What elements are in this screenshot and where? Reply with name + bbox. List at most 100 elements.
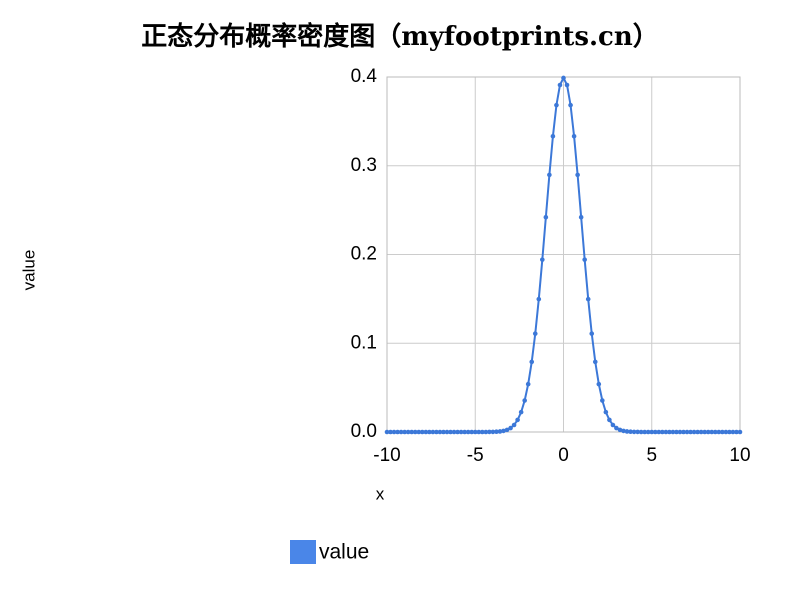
point [416,429,422,435]
point [455,429,460,435]
point [737,429,743,435]
point [402,429,407,435]
point [716,429,722,435]
point [727,429,732,435]
point [532,331,538,336]
point [391,429,397,435]
point [712,429,718,435]
point [529,359,535,365]
y-tick-label: 0.1 [351,332,377,353]
point [504,427,510,433]
point [395,429,400,435]
point [592,359,598,365]
point [540,257,545,262]
point [557,82,563,88]
point [635,429,640,435]
point [624,429,630,434]
point [649,429,655,435]
point [702,429,707,435]
point [427,429,432,435]
chart-title: 正态分布概率密度图（myfootprints.cn） [141,21,659,52]
point [575,172,580,178]
point [720,429,725,435]
point [508,425,513,431]
point [423,429,429,435]
point [656,429,662,435]
legend-swatch [290,540,316,564]
point [554,102,559,108]
y-tick-label: 0.3 [351,155,377,176]
point [568,102,573,108]
point [670,429,676,435]
point [494,429,499,435]
point [430,429,436,435]
point [487,429,492,435]
point [652,429,658,435]
point [564,82,570,88]
point [730,429,736,435]
point [688,429,693,435]
point [405,429,411,435]
point [469,429,475,435]
point [458,429,464,435]
point [663,429,669,435]
y-tick-label: 0.2 [351,244,377,265]
point [621,428,626,434]
point [550,133,556,139]
legend-label: value [319,541,369,564]
x-tick-label: -10 [373,445,400,466]
point [695,429,700,435]
point [684,429,690,435]
point [691,429,697,435]
point [434,429,439,435]
point [483,429,489,435]
x-tick-label: 0 [558,445,569,466]
point [709,429,715,435]
point [448,429,453,435]
point [645,429,651,435]
x-axis-label: x [376,484,385,503]
point [638,429,644,435]
point [600,398,605,403]
point [437,429,443,435]
point [614,425,619,431]
point [420,429,425,435]
point [384,429,390,435]
point [723,429,729,435]
point [561,75,566,81]
y-tick-label: 0.0 [351,421,377,442]
point [518,409,524,415]
point [585,296,591,302]
y-axis-label: value [19,250,38,291]
point [547,172,552,178]
point [462,429,467,435]
y-tick-label: 0.4 [351,66,378,87]
point [511,422,517,428]
point [607,417,612,423]
x-tick-label: -5 [467,445,484,466]
point [451,429,457,435]
point [642,429,647,435]
point [631,429,637,435]
point [660,429,665,435]
point [441,429,446,435]
point [698,429,704,435]
point [628,429,633,435]
point [610,422,616,428]
point [681,429,686,435]
point [578,214,584,220]
x-tick-label: 5 [646,445,657,466]
point [480,429,485,435]
point [476,429,482,435]
point [522,398,527,403]
point [490,429,496,435]
point [398,429,404,435]
point [472,429,478,435]
point [497,429,503,434]
point [617,427,623,433]
point [465,429,471,435]
point [409,429,415,435]
point [543,214,549,220]
